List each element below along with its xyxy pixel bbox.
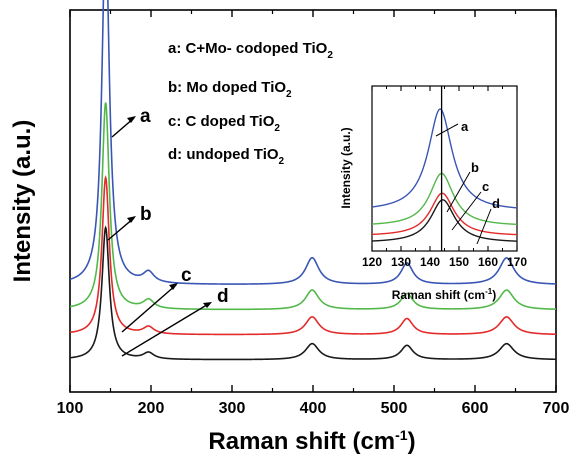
inset-x-tick-label: 140: [420, 255, 440, 269]
arrowhead-d: [203, 302, 212, 308]
inset-arrow-a: [435, 123, 459, 137]
inset-curve-label-d: d: [492, 196, 500, 211]
inset-arrow-b: [446, 171, 471, 213]
inset-curve-label-b: b: [471, 160, 479, 175]
legend: a: C+Mo- codoped TiO2 b: Mo doped TiO2 c…: [168, 40, 333, 167]
main-x-axis-label: Raman shift (cm-1): [208, 427, 415, 455]
arrow-b: [107, 217, 135, 241]
curve-label-c: c: [181, 265, 192, 286]
curve-label-b: b: [140, 204, 152, 225]
legend-entry-b: b: Mo doped TiO2: [168, 79, 292, 100]
series-line-d: [69, 225, 557, 361]
arrow-d: [121, 302, 211, 357]
main-plot: 100 200 300 400 500 600 700 Raman shift (cm-1)…: [9, 0, 569, 455]
inset-curve-annotations: a b c d: [435, 119, 500, 245]
inset-x-tick-label: 170: [507, 255, 527, 269]
inset-x-ticks: 120 130 140 150 160 170: [362, 86, 527, 269]
inset-plot: 120 130 140 150 160 170 Raman shift (cm-1) In…: [339, 85, 527, 302]
main-x-tick-label: 400: [300, 400, 327, 417]
inset-series-line-b: [371, 172, 518, 226]
inset-x-tick-label: 150: [449, 255, 469, 269]
arrow-c: [121, 284, 177, 333]
curve-label-d: d: [217, 286, 229, 307]
legend-entry-a: a: C+Mo- codoped TiO2: [168, 40, 333, 61]
main-x-tick-label: 500: [381, 400, 408, 417]
inset-x-tick-label: 130: [391, 255, 411, 269]
main-y-axis-label: Intensity (a.u.): [9, 120, 36, 283]
inset-series-line-d: [371, 199, 518, 242]
inset-series-line-c: [371, 192, 518, 236]
inset-series-line-a: [371, 108, 518, 209]
series-line-a: [69, 0, 557, 285]
inset-series-group: [371, 108, 518, 242]
main-x-tick-label: 700: [543, 400, 570, 417]
inset-arrow-d: [476, 208, 492, 245]
main-series-group: [69, 0, 557, 361]
inset-arrow-c: [451, 191, 482, 231]
main-x-ticks: 100 200 300 400 500 600 700: [57, 10, 570, 417]
inset-curve-label-a: a: [461, 119, 469, 134]
inset-plot-frame: [371, 85, 518, 252]
inset-x-tick-label: 160: [478, 255, 498, 269]
inset-y-axis-label: Intensity (a.u.): [339, 127, 353, 208]
main-curve-annotations: a b c d: [107, 106, 229, 357]
arrowhead-c: [169, 283, 178, 290]
inset-x-tick-label: 120: [362, 255, 382, 269]
legend-entry-d: d: undoped TiO2: [168, 146, 285, 167]
main-x-tick-label: 600: [462, 400, 489, 417]
inset-curve-label-c: c: [482, 179, 489, 194]
main-x-tick-label: 100: [57, 400, 84, 417]
arrowhead-a: [127, 116, 136, 123]
arrowhead-b: [127, 216, 136, 223]
series-line-b: [69, 102, 557, 311]
series-line-c: [69, 174, 557, 336]
main-x-tick-label: 200: [138, 400, 165, 417]
legend-entry-c: c: C doped TiO2: [168, 113, 280, 134]
inset-x-axis-label: Raman shift (cm-1): [392, 287, 496, 302]
main-x-tick-label: 300: [219, 400, 246, 417]
curve-label-a: a: [140, 106, 151, 127]
